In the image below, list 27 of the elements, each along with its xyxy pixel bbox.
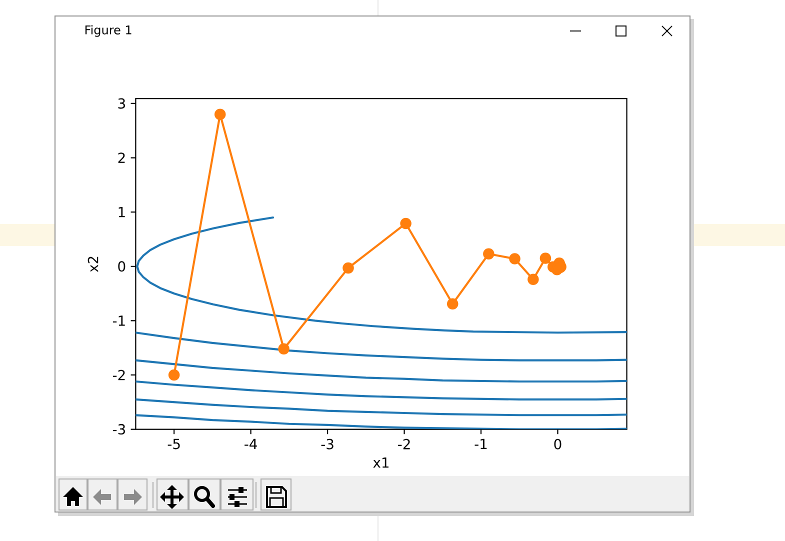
- x-tick-label: 0: [554, 438, 562, 450]
- point: [400, 218, 412, 230]
- y-tick-label: 2: [118, 152, 125, 163]
- point: [483, 248, 494, 260]
- x-tick-label: -5: [168, 438, 180, 450]
- y-tick-label: -1: [112, 316, 125, 326]
- point: [214, 108, 226, 120]
- point: [509, 253, 520, 264]
- point: [446, 298, 458, 310]
- line-series: [136, 216, 627, 334]
- y-axis-title: x2: [88, 256, 98, 272]
- y-tick-label: 1: [118, 207, 125, 218]
- x-tick-label: -4: [244, 438, 257, 450]
- point: [540, 252, 552, 264]
- point: [342, 262, 354, 274]
- y-tick-label: 3: [118, 98, 125, 109]
- y-tick-label: -2: [112, 370, 125, 380]
- x-tick-label: -2: [398, 438, 410, 450]
- x-tick-label: -1: [474, 438, 487, 450]
- point: [168, 369, 180, 381]
- x-tick-label: -3: [321, 438, 334, 450]
- y-tick-label: 0: [118, 261, 126, 272]
- point: [528, 274, 539, 286]
- x-axis-title: x1: [373, 458, 388, 468]
- caption: Figure 1: [85, 25, 132, 37]
- y-tick-label: -3: [112, 424, 125, 435]
- point: [278, 343, 290, 355]
